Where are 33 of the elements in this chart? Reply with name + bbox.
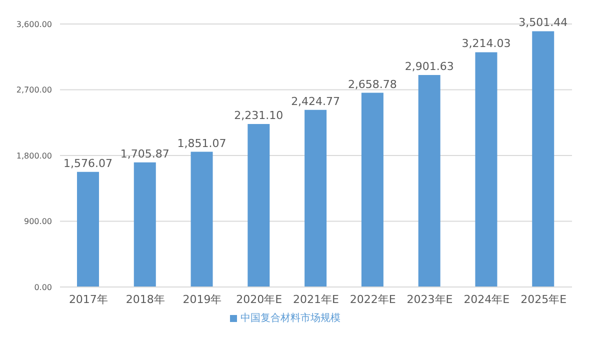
data-label: 1,576.07 (64, 156, 112, 170)
y-tick-label: 3,600.00 (16, 20, 52, 29)
data-label: 2,231.10 (234, 109, 284, 122)
y-tick-label: 0.00 (34, 282, 52, 292)
bar (361, 92, 384, 287)
data-label: 2,901.63 (404, 60, 454, 74)
bar (475, 52, 498, 287)
x-tick-label: 2021年E (293, 292, 340, 306)
bar (532, 31, 554, 287)
bar (134, 162, 156, 287)
y-tick-label: 900.00 (24, 217, 52, 226)
x-tick-label: 2018年 (126, 292, 165, 306)
data-label: 1,851.07 (177, 136, 226, 150)
x-tick-label: 2024年E (464, 292, 510, 306)
x-tick-label: 2019年 (182, 292, 222, 306)
bar (418, 75, 440, 287)
bar (304, 110, 327, 287)
data-label: 2,658.78 (348, 78, 397, 91)
bar (77, 172, 99, 287)
data-label: 3,501.44 (518, 16, 568, 30)
data-label: 1,705.87 (120, 147, 170, 160)
x-tick-label: 2020年E (236, 292, 282, 306)
x-tick-label: 2023年E (406, 292, 453, 306)
y-tick-label: 2,700.00 (16, 86, 52, 95)
bar (248, 124, 270, 287)
data-label: 2,424.77 (291, 94, 340, 108)
x-tick-label: 2025年E (520, 292, 567, 306)
x-tick-label: 2022年E (350, 292, 396, 306)
legend-label: 中国复合材料市场规模 (240, 313, 340, 324)
x-tick-label: 2017年 (68, 292, 108, 306)
data-label: 3,214.03 (462, 37, 511, 50)
bar (190, 152, 213, 287)
y-tick-label: 1,800.00 (16, 151, 52, 160)
